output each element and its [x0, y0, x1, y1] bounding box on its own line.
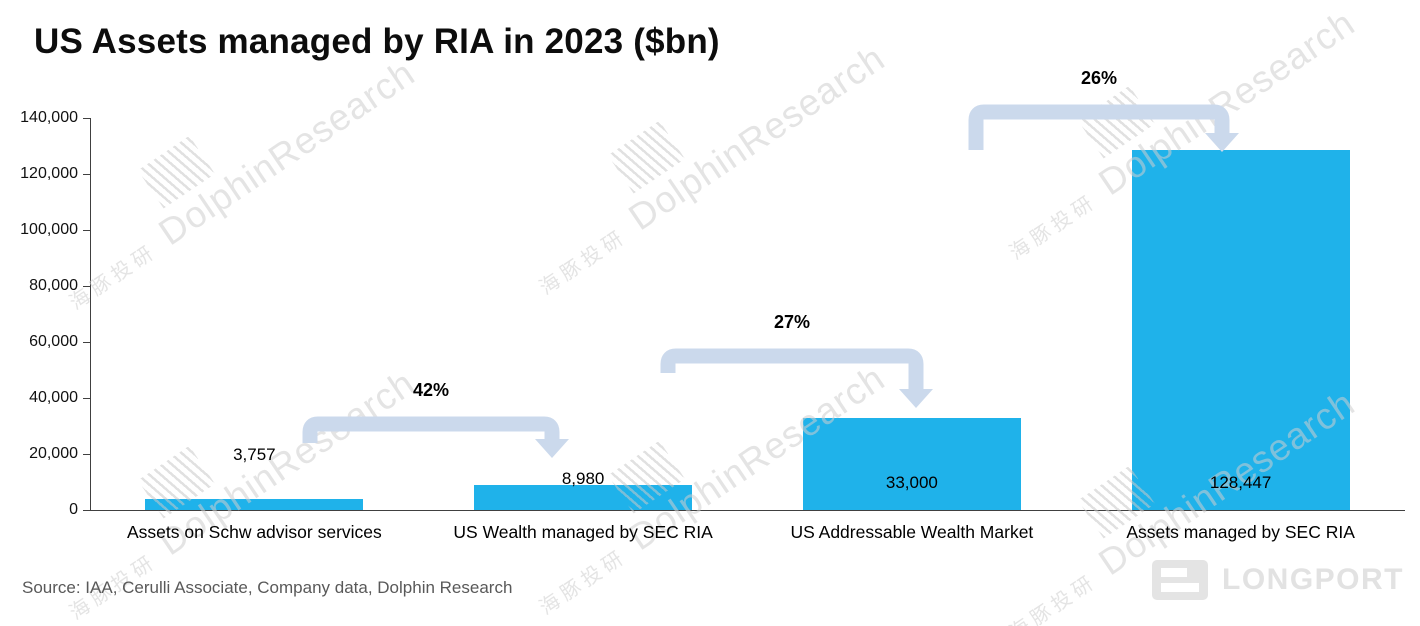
y-axis-tick-label: 100,000	[20, 221, 78, 238]
y-axis-tick-mark	[83, 342, 90, 343]
bar-value-label: 128,447	[1209, 473, 1272, 492]
y-axis-tick-mark	[83, 454, 90, 455]
bar-value-label: 8,980	[561, 468, 605, 488]
watermark-text: 海豚投研DolphinResearch	[527, 37, 893, 303]
y-axis-tick-label: 140,000	[20, 109, 78, 126]
y-axis-tick-label: 80,000	[29, 277, 78, 294]
y-axis-line	[90, 118, 91, 511]
watermark-stripes-icon	[137, 135, 216, 209]
watermark-cn-text: 海豚投研	[65, 240, 162, 315]
watermark-en-text: DolphinResearch	[151, 52, 423, 254]
y-axis-tick-mark	[83, 510, 90, 511]
bar-value-label: 33,000	[885, 473, 938, 492]
watermark-cn-text: 海豚投研	[535, 545, 632, 620]
growth-arrowhead-icon	[535, 439, 569, 458]
watermark-cn-text: 海豚投研	[535, 225, 632, 300]
x-axis-category-label: US Wealth managed by SEC RIA	[453, 522, 713, 542]
x-axis-line	[90, 510, 1405, 511]
growth-arrowhead-icon	[899, 389, 933, 408]
y-axis-tick-mark	[83, 174, 90, 175]
bar-value-label: 3,757	[233, 445, 276, 465]
x-axis-category-label: US Addressable Wealth Market	[790, 522, 1034, 542]
y-axis-tick-label: 120,000	[20, 165, 78, 182]
y-axis-tick-label: 20,000	[29, 445, 78, 462]
bar	[1131, 150, 1350, 510]
longport-logo: LONGPORT	[1152, 560, 1404, 600]
growth-arrowhead-icon	[1205, 133, 1239, 152]
source-note: Source: IAA, Cerulli Associate, Company …	[22, 578, 513, 597]
growth-arrow	[302, 416, 560, 443]
growth-arrow	[660, 348, 924, 389]
watermark-cn-text: 海豚投研	[1005, 570, 1102, 626]
chart-title: US Assets managed by RIA in 2023 ($bn)	[34, 22, 720, 61]
growth-pct-label: 42%	[412, 380, 450, 400]
watermark-en-text: DolphinResearch	[621, 37, 893, 239]
longport-logo-icon	[1152, 560, 1208, 600]
watermark-stripes-icon	[607, 120, 686, 194]
growth-pct-label: 26%	[1080, 68, 1118, 88]
y-axis-tick-mark	[83, 118, 90, 119]
growth-arrow	[968, 104, 1230, 150]
y-axis-tick-label: 0	[69, 501, 78, 518]
watermark-stripes-icon	[1077, 85, 1156, 159]
y-axis-tick-mark	[83, 398, 90, 399]
x-axis-category-label: Assets managed by SEC RIA	[1126, 522, 1355, 542]
y-axis-tick-label: 60,000	[29, 333, 78, 350]
bar	[145, 499, 364, 510]
x-axis-category-label: Assets on Schw advisor services	[126, 522, 382, 542]
growth-pct-label: 27%	[773, 312, 811, 332]
watermark-text: 海豚投研DolphinResearch	[57, 52, 423, 318]
watermark-cn-text: 海豚投研	[1005, 190, 1102, 265]
y-axis-tick-mark	[83, 230, 90, 231]
bar	[802, 417, 1021, 510]
longport-logo-text: LONGPORT	[1222, 563, 1404, 596]
y-axis-tick-label: 40,000	[29, 389, 78, 406]
y-axis-tick-mark	[83, 286, 90, 287]
